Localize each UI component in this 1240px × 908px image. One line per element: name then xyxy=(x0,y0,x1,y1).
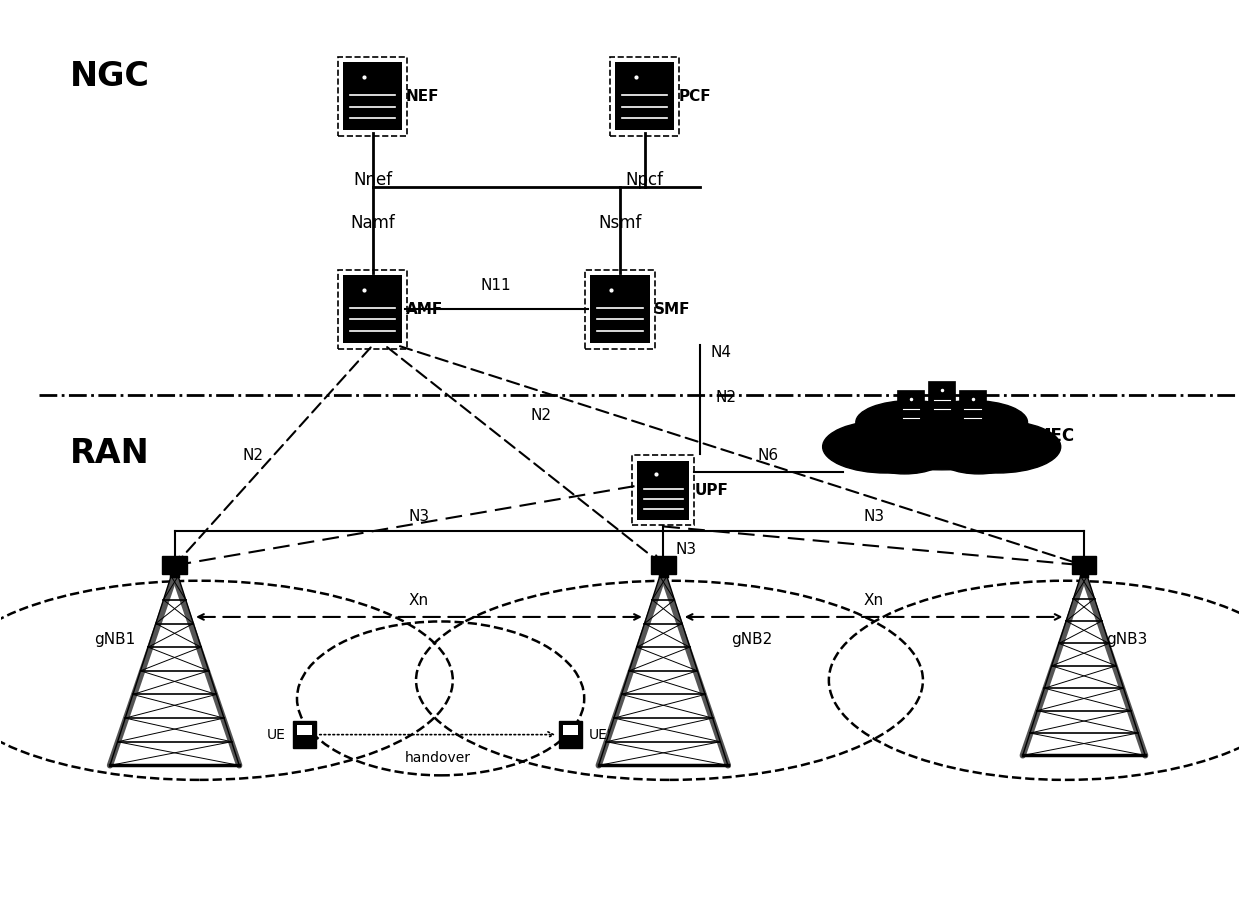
Text: Xn: Xn xyxy=(863,593,884,607)
Text: N2: N2 xyxy=(531,408,552,423)
Ellipse shape xyxy=(934,420,1060,473)
Bar xyxy=(343,63,402,131)
Text: MEC: MEC xyxy=(1034,427,1075,445)
Ellipse shape xyxy=(822,420,950,473)
Text: RAN: RAN xyxy=(69,438,149,470)
Text: N6: N6 xyxy=(758,448,779,463)
Text: UE': UE' xyxy=(589,727,611,742)
Text: gNB3: gNB3 xyxy=(1106,632,1147,647)
Bar xyxy=(928,380,955,419)
Text: Nnef: Nnef xyxy=(353,171,392,189)
Text: Npcf: Npcf xyxy=(626,171,663,189)
Bar xyxy=(959,390,986,428)
Text: NEF: NEF xyxy=(405,89,439,104)
Ellipse shape xyxy=(862,438,947,474)
Bar xyxy=(339,270,407,349)
Bar xyxy=(897,390,924,428)
Bar xyxy=(559,721,582,748)
Text: Nsmf: Nsmf xyxy=(599,214,641,232)
Bar xyxy=(632,455,694,525)
Bar xyxy=(1071,557,1096,575)
Bar xyxy=(651,557,676,575)
Text: AMF: AMF xyxy=(405,301,443,317)
Bar xyxy=(590,275,650,343)
Text: Namf: Namf xyxy=(350,214,394,232)
Bar xyxy=(637,460,689,519)
Ellipse shape xyxy=(936,438,1021,474)
Text: N2: N2 xyxy=(243,448,264,463)
Text: N2: N2 xyxy=(715,390,737,405)
Text: handover: handover xyxy=(404,751,470,765)
Bar xyxy=(343,275,402,343)
Text: N3: N3 xyxy=(408,508,429,524)
Bar xyxy=(339,57,407,136)
Ellipse shape xyxy=(918,400,1028,444)
Text: N4: N4 xyxy=(711,345,732,360)
Bar xyxy=(585,270,655,349)
Text: N3: N3 xyxy=(863,508,884,524)
Bar xyxy=(610,57,680,136)
Text: UE: UE xyxy=(267,727,286,742)
Bar xyxy=(162,557,187,575)
Bar xyxy=(615,63,675,131)
Text: NGC: NGC xyxy=(69,60,150,94)
Ellipse shape xyxy=(899,402,983,437)
Text: PCF: PCF xyxy=(678,89,711,104)
Text: UPF: UPF xyxy=(694,483,728,498)
Text: SMF: SMF xyxy=(653,301,689,317)
Text: gNB2: gNB2 xyxy=(732,632,773,647)
Text: N11: N11 xyxy=(481,278,512,293)
Text: gNB1: gNB1 xyxy=(94,632,135,647)
Bar xyxy=(298,725,311,735)
Ellipse shape xyxy=(857,411,1027,469)
Ellipse shape xyxy=(856,400,966,444)
Bar xyxy=(294,721,316,748)
Bar xyxy=(563,725,578,735)
Text: N3: N3 xyxy=(676,541,697,557)
Text: Xn: Xn xyxy=(409,593,429,607)
